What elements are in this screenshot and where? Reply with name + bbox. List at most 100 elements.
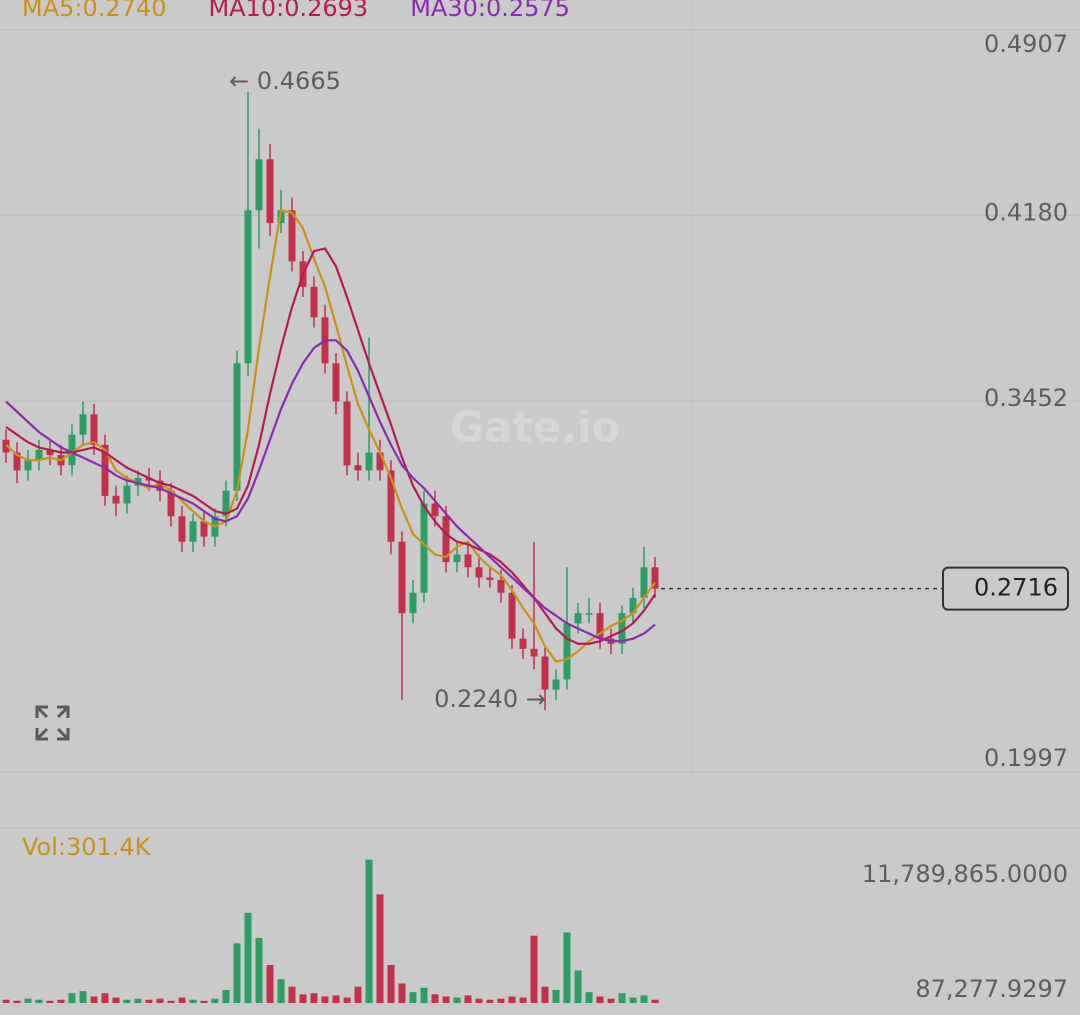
volume-bar [563, 932, 571, 1003]
candle-body [420, 503, 428, 593]
volume-bar [222, 989, 230, 1003]
vol-tick-label: 87,277.9297 [915, 975, 1068, 1003]
candle-body [167, 490, 175, 517]
candle-body [68, 434, 76, 466]
low-annotation: 0.2240 → [434, 685, 546, 713]
volume-bar [123, 999, 131, 1003]
y-tick-label: 0.4180 [984, 198, 1068, 226]
last-price-label: 0.2716 [974, 574, 1058, 602]
candle-body [35, 449, 43, 461]
candle-body [101, 444, 109, 496]
volume-bar [46, 1000, 54, 1003]
expand-icon[interactable] [35, 705, 70, 741]
candle-body [409, 592, 417, 614]
volume-bar [90, 996, 98, 1003]
volume-bar [35, 999, 43, 1003]
volume-bar [277, 979, 285, 1003]
candle-body [574, 613, 582, 624]
candle-body [266, 159, 274, 224]
y-tick-label: 0.1997 [984, 744, 1068, 772]
candle-body [46, 449, 54, 456]
volume-bar [486, 999, 494, 1003]
volume-bar [651, 999, 659, 1003]
volume-bar [464, 995, 472, 1003]
candle-body [629, 597, 637, 614]
volume-bar [640, 995, 648, 1003]
candle-body [288, 210, 296, 262]
candle-body [13, 452, 21, 471]
ma-legend: MA30:0.2575 [410, 0, 570, 22]
candle-body [552, 679, 560, 690]
candle-body [343, 401, 351, 466]
volume-bar [354, 986, 362, 1003]
candle-body [24, 460, 32, 471]
vol-tick-label: 11,789,865.0000 [862, 860, 1068, 888]
volume-bar [332, 995, 340, 1003]
candle-body [255, 159, 263, 211]
volume-bar [409, 992, 417, 1003]
ma-line [5, 208, 656, 663]
candle-body [112, 495, 120, 504]
volume-bar [79, 991, 87, 1003]
candle-body [453, 554, 461, 563]
volume-bar [101, 993, 109, 1003]
candle-body [90, 414, 98, 445]
candle-body [530, 648, 538, 657]
volume-bar [420, 987, 428, 1003]
candle-body [365, 452, 373, 471]
candle-body [596, 613, 604, 639]
candle-body [541, 656, 549, 690]
volume-label: Vol:301.4K [22, 833, 152, 861]
volume-bar [2, 999, 10, 1003]
candle-body [233, 363, 241, 491]
volume-bar [178, 997, 186, 1003]
ma-line [5, 247, 656, 645]
volume-bar [189, 999, 197, 1003]
candle-body [354, 465, 362, 471]
volume-bar [156, 998, 164, 1003]
volume-bar [343, 997, 351, 1003]
candle-body [310, 286, 318, 318]
candle-body [497, 579, 505, 593]
candle-body [398, 541, 406, 614]
candle-body [464, 554, 472, 568]
candle-body [189, 521, 197, 542]
candle-body [486, 577, 494, 580]
volume-bar [596, 996, 604, 1003]
candle-body [79, 414, 87, 435]
volume-bar [288, 986, 296, 1003]
volume-bar [255, 937, 263, 1003]
volume-bar [541, 986, 549, 1003]
volume-bar [398, 983, 406, 1003]
candle-body [156, 480, 164, 491]
volume-bar [387, 965, 395, 1003]
candle-body [244, 210, 252, 364]
volume-bar [13, 1000, 21, 1003]
volume-bar [200, 1000, 208, 1003]
volume-bar [629, 997, 637, 1003]
volume-bar [453, 997, 461, 1003]
volume-bar [244, 912, 252, 1003]
candle-body [640, 567, 648, 598]
volume-bar [607, 998, 615, 1003]
volume-bar [57, 999, 65, 1003]
candle-body [618, 613, 626, 644]
volume-bar [574, 970, 582, 1003]
last-price-box [942, 566, 1069, 611]
volume-bar [167, 1000, 175, 1003]
volume-bar [442, 996, 450, 1003]
volume-bar [376, 894, 384, 1003]
candle-body [222, 490, 230, 517]
candle-body [200, 521, 208, 537]
candle-body [585, 613, 593, 615]
volume-bar [24, 998, 32, 1003]
volume-bar [299, 994, 307, 1003]
candle-body [651, 567, 659, 589]
volume-bar [585, 992, 593, 1003]
volume-bar [519, 997, 527, 1003]
high-annotation: ← 0.4665 [229, 67, 341, 95]
candle-body [431, 503, 439, 517]
volume-bar [618, 993, 626, 1003]
